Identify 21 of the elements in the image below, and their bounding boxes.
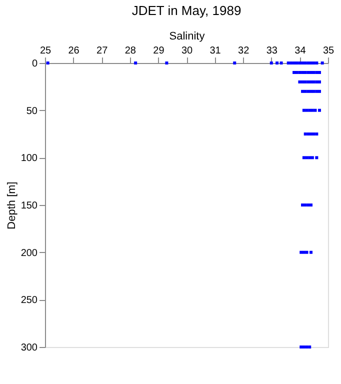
x-tick-label: 34 xyxy=(294,46,306,56)
x-tick-label: 30 xyxy=(181,46,193,56)
x-tick-label: 28 xyxy=(124,46,136,56)
x-tick-label: 25 xyxy=(40,46,52,56)
y-tick-label: 50 xyxy=(26,106,38,117)
x-tick-label: 33 xyxy=(266,46,278,56)
x-tick-label: 26 xyxy=(68,46,80,56)
chart-title: JDET in May, 1989 xyxy=(132,3,242,18)
y-tick-label: 200 xyxy=(20,248,38,259)
y-tick-label: 100 xyxy=(20,153,38,164)
y-tick-label: 0 xyxy=(32,58,38,70)
y-axis-title: Depth [m] xyxy=(6,182,18,230)
x-tick-label: 35 xyxy=(322,46,334,56)
x-axis-title: Salinity xyxy=(169,30,206,42)
y-tick-label: 300 xyxy=(20,342,38,354)
x-tick-label: 32 xyxy=(238,46,250,56)
x-tick-label: 31 xyxy=(210,46,222,56)
y-tick-label: 150 xyxy=(20,200,38,212)
x-tick-label: 27 xyxy=(96,46,108,56)
y-tick-label: 250 xyxy=(20,295,38,306)
x-tick-label: 29 xyxy=(153,46,165,56)
